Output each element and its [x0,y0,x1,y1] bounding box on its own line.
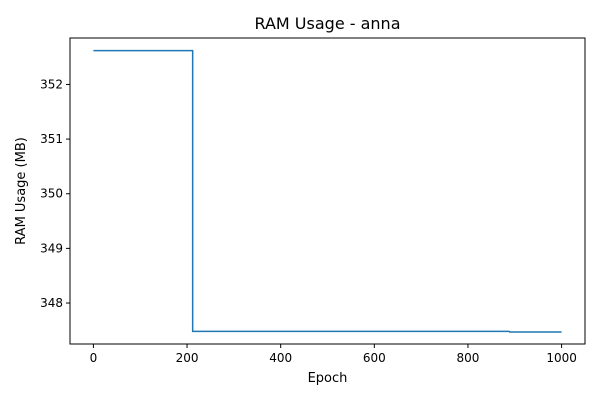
y-tick-label: 348 [40,296,63,310]
y-tick-label: 352 [40,77,63,91]
y-axis-label: RAM Usage (MB) [14,137,29,245]
series-layer [93,49,562,333]
x-tick-label: 600 [363,351,386,365]
series-line-0 [93,49,562,333]
y-tick-label: 350 [40,187,63,201]
x-ticks: 0 200 400 600 800 1000 [90,344,577,365]
y-tick-label: 349 [40,241,63,255]
chart-title: RAM Usage - anna [255,14,401,33]
x-axis-label: Epoch [308,371,348,386]
plot-frame [69,37,586,345]
y-ticks: 348 349 350 351 352 [40,77,70,310]
x-tick-label: 400 [269,351,292,365]
x-tick-label: 200 [176,351,199,365]
y-tick-label: 351 [40,132,63,146]
x-tick-label: 1000 [546,351,577,365]
x-tick-label: 0 [90,351,98,365]
x-tick-label: 800 [457,351,480,365]
